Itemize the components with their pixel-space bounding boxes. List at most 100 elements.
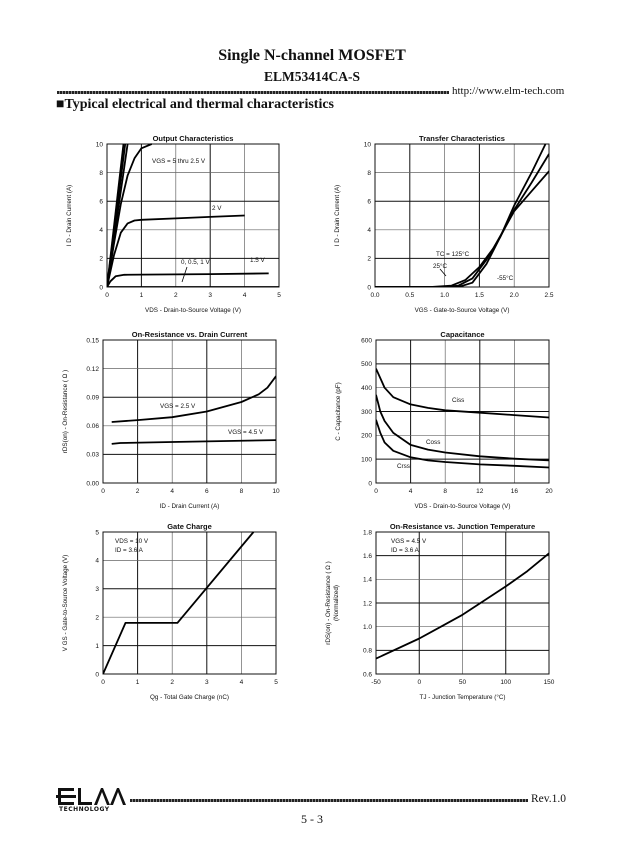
y-tick-label: 2 [367, 256, 371, 263]
plot-frame [375, 531, 550, 675]
y-tick-label: 200 [361, 433, 372, 440]
x-tick-label: 0 [417, 679, 421, 686]
annotation-label: 0, 0.5, 1 V [181, 259, 211, 266]
x-tick-label: 6 [205, 488, 209, 495]
y-tick-label: 0 [99, 284, 103, 291]
annotation-label: TC = 125°C [436, 250, 470, 258]
y-tick-label: 0 [368, 480, 372, 487]
y-tick-label: 1.4 [363, 577, 372, 584]
series-line-ciss [376, 368, 549, 419]
x-tick-label: 4 [240, 679, 244, 686]
chart-title: Output Characteristics [153, 134, 234, 143]
y-tick-label: 6 [99, 199, 103, 206]
y-axis-label: V GS - Gate-to-Source Voltage (V) [62, 555, 69, 652]
x-tick-label: 20 [545, 488, 553, 495]
revision: Rev.1.0 [531, 793, 567, 805]
y-tick-label: 0.15 [86, 337, 99, 344]
chart-title: Capacitance [440, 330, 484, 339]
chart-2: 0 2 4 6 8 10 0.00 0.03 0.06 0.09 0.12 0.15 On-Resist… [62, 330, 280, 510]
series-line-2-5-v [107, 143, 153, 287]
series-line-crss [376, 419, 549, 469]
x-tick-label: 4 [243, 292, 247, 299]
y-tick-label: 100 [361, 456, 372, 463]
y-axis-label: I D - Drain Current (A) [334, 185, 341, 247]
x-tick-label: 0 [105, 292, 109, 299]
y-tick-label: 600 [361, 337, 372, 344]
chart-1: 0.0 0.5 1.0 1.5 2.0 2.5 0 2 4 6 8 10 Transfer Charac… [334, 134, 554, 314]
x-tick-label: 8 [443, 488, 447, 495]
annotation-label: ID = 3.6 A [115, 547, 144, 554]
y-tick-label: 1.8 [363, 529, 372, 536]
annotation-label: VGS = 4.5 V [228, 429, 264, 436]
y-tick-label: 1.6 [363, 553, 372, 560]
x-tick-label: 2 [136, 488, 140, 495]
y-tick-label: 5 [95, 529, 99, 536]
x-tick-label: 2.5 [544, 292, 553, 299]
page-number: 5 - 3 [301, 812, 323, 826]
y-tick-label: 0.12 [86, 366, 99, 373]
annotation-label: VGS = 4.5 V [391, 538, 427, 545]
x-tick-label: 2 [174, 292, 178, 299]
y-tick-label: 0.06 [86, 423, 99, 430]
header-divider [57, 91, 449, 94]
section-heading: ■Typical electrical and thermal characte… [56, 97, 335, 112]
y-tick-label: 0.8 [363, 648, 372, 655]
y-tick-label: 8 [367, 170, 371, 177]
series-line-1-5-v [107, 272, 269, 287]
annotation-label: VGS = 2.5 V [160, 403, 196, 410]
x-tick-label: 0 [101, 679, 105, 686]
x-tick-label: 12 [476, 488, 484, 495]
part-number: ELM53414CA-S [263, 69, 360, 84]
y-tick-label: 10 [96, 141, 104, 148]
series-line-rds-on- [376, 552, 549, 660]
x-tick-label: 16 [511, 488, 519, 495]
annotation-label: ID = 3.6 A [391, 547, 420, 554]
y-axis-label-2: (Normalized) [333, 585, 340, 621]
x-tick-label: 1 [136, 679, 140, 686]
plot-frame [102, 531, 277, 675]
y-tick-label: 500 [361, 361, 372, 368]
annotation-label: Ciss [452, 397, 464, 404]
y-axis-label: C - Capacitance (pF) [335, 382, 342, 440]
logo-subtitle: TECHNOLOGY [59, 806, 110, 813]
x-tick-label: 0 [101, 488, 105, 495]
annotation-label: VDS = 10 V [115, 538, 149, 545]
series-line-2-v [107, 214, 245, 287]
y-tick-label: 300 [361, 409, 372, 416]
x-tick-label: 0.5 [405, 292, 414, 299]
x-axis-label: VGS - Gate-to-Source Voltage (V) [415, 307, 510, 314]
plot-frame [375, 339, 550, 484]
x-tick-label: 2.0 [510, 292, 519, 299]
series-line--55-c [375, 143, 547, 287]
x-tick-label: -50 [371, 679, 381, 686]
y-tick-label: 2 [95, 615, 99, 622]
x-tick-label: 1 [140, 292, 144, 299]
x-axis-label: VDS - Drain-to-Source Voltage (V) [145, 307, 241, 314]
y-tick-label: 4 [95, 558, 99, 565]
y-tick-label: 6 [367, 199, 371, 206]
page-title: Single N-channel MOSFET [218, 47, 406, 64]
annotation-label: -55°C [497, 274, 514, 282]
x-tick-label: 3 [205, 679, 209, 686]
chart-title: Gate Charge [167, 522, 212, 531]
y-axis-label: rDS(on) - On-Resistance ( Ω ) [325, 561, 332, 644]
y-tick-label: 0.00 [86, 480, 99, 487]
chart-title: On-Resistance vs. Junction Temperature [390, 522, 535, 531]
y-tick-label: 0.6 [363, 671, 372, 678]
annotation-label: 2 V [212, 205, 222, 212]
x-tick-label: 1.5 [475, 292, 484, 299]
chart-0: 0 1 2 3 4 5 0 2 4 6 8 10 Output Characteristics VDS -… [66, 134, 281, 314]
x-tick-label: 5 [274, 679, 278, 686]
series-line-vgs-2-5-v [111, 375, 276, 423]
series-line-vgs-4-5-v [111, 439, 276, 445]
series-line-vgs [103, 531, 255, 674]
chart-4: 0 1 2 3 4 5 0 1 2 3 4 5 Gate Charge Qg - Total Gate C… [62, 522, 278, 701]
arrow-icon [181, 266, 188, 283]
annotation-label: VGS = 5 thru 2.5 V [152, 158, 206, 165]
y-tick-label: 8 [99, 170, 103, 177]
x-tick-label: 5 [277, 292, 281, 299]
x-axis-label: VDS - Drain-to-Source Voltage (V) [415, 503, 511, 510]
y-tick-label: 1 [95, 643, 99, 650]
x-tick-label: 4 [409, 488, 413, 495]
